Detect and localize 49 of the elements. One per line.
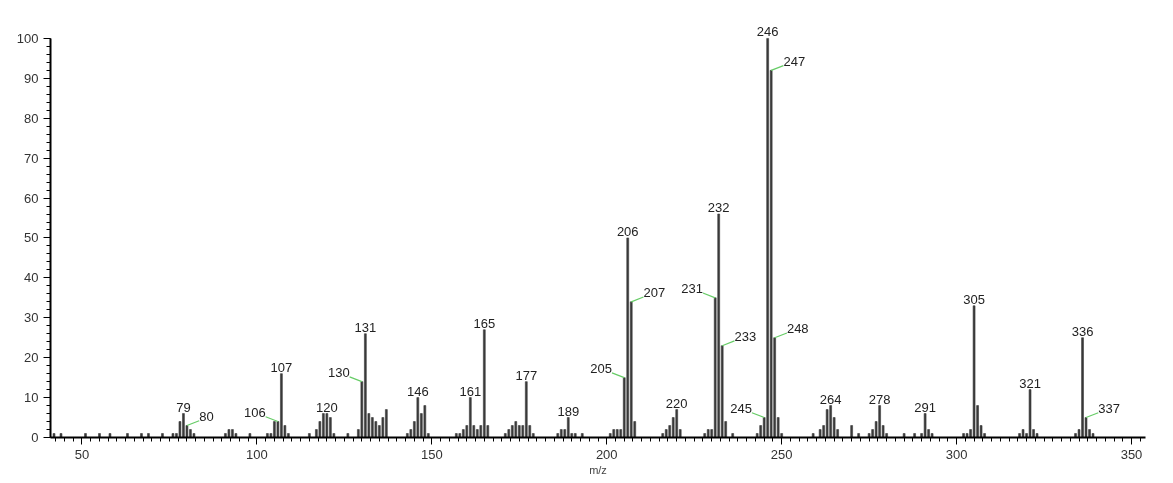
y-tick-label: 40	[24, 270, 39, 286]
y-tick-label: 50	[24, 230, 39, 246]
annotation: 305	[963, 291, 985, 307]
x-tick-label: 300	[945, 446, 968, 462]
annotation: 106	[243, 404, 266, 420]
annotation: 264	[819, 391, 842, 407]
annotation: 130	[327, 364, 350, 380]
annotation: 107	[270, 359, 293, 375]
x-tick-label: 50	[74, 446, 90, 462]
annotation: 247	[783, 53, 806, 69]
annotation: 248	[786, 320, 809, 336]
annotation: 336	[1071, 323, 1094, 339]
annotation: 291	[914, 399, 936, 415]
x-tick-label: 150	[420, 446, 443, 462]
y-tick-label: 60	[24, 190, 39, 206]
y-tick-label: 10	[24, 390, 39, 406]
annotation: 232	[707, 200, 730, 216]
y-tick-label: 90	[24, 70, 39, 86]
annotation: 231	[681, 281, 703, 297]
y-tick-label: 0	[31, 430, 39, 445]
annotation: 207	[643, 285, 666, 301]
annotation: 165	[473, 315, 496, 331]
annotation: 80	[199, 408, 214, 424]
annotation: 321	[1019, 375, 1041, 391]
annotation: 220	[665, 395, 688, 411]
y-tick-label: 100	[16, 30, 39, 46]
annotation: 146	[406, 383, 429, 399]
annotation: 79	[176, 399, 191, 415]
annotation: 131	[354, 319, 377, 335]
annotation: 233	[734, 328, 757, 344]
y-tick-label: 30	[24, 310, 39, 326]
x-tick-label: 350	[1120, 446, 1143, 462]
y-tick-label: 70	[24, 150, 39, 166]
x-tick-label: 200	[595, 446, 618, 462]
x-tick-label: 250	[770, 446, 793, 462]
annotation: 177	[515, 367, 538, 383]
y-tick-label: 20	[24, 350, 39, 366]
y-tick-label: 80	[24, 110, 39, 126]
annotation: 245	[730, 400, 752, 416]
annotation: 161	[459, 383, 482, 399]
x-tick-label: 100	[246, 446, 268, 462]
annotation: 120	[316, 399, 338, 415]
annotation: 278	[868, 391, 891, 407]
annotation: 337	[1098, 400, 1120, 416]
annotation: 205	[590, 360, 613, 376]
annotation: 246	[756, 24, 779, 40]
x-axis-title: m/z	[589, 463, 607, 476]
annotation: 206	[616, 223, 639, 239]
annotation: 189	[557, 403, 580, 419]
